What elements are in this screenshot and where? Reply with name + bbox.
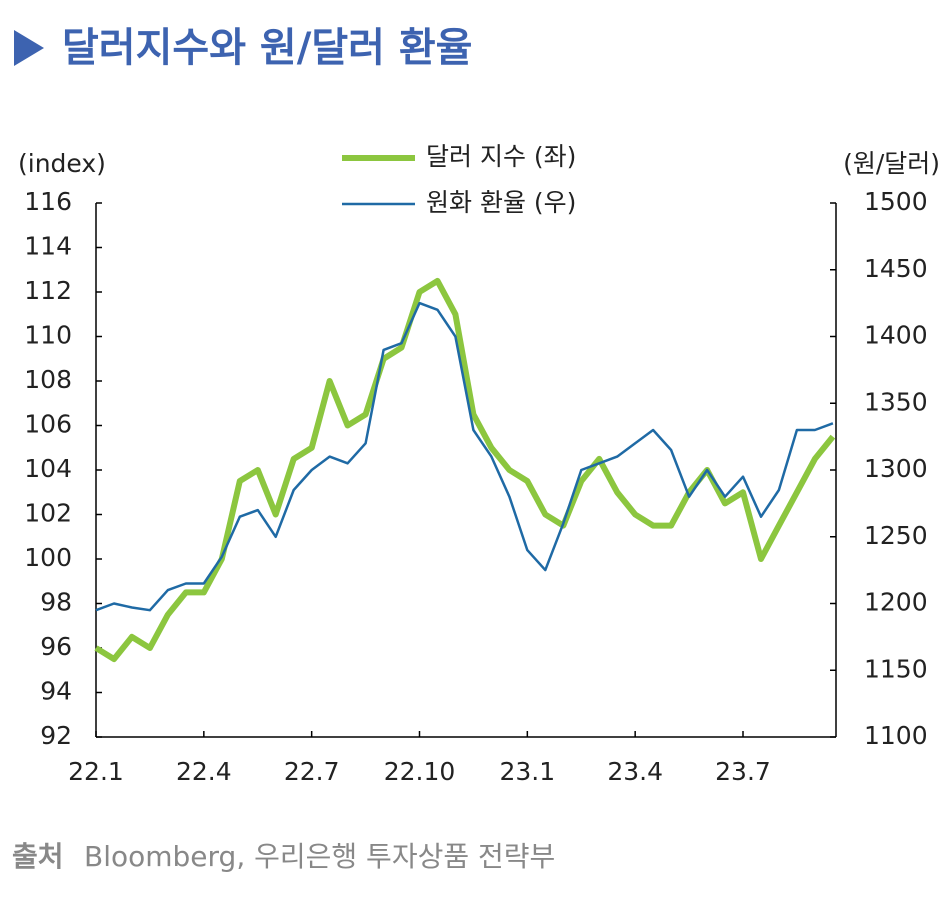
- source-label: 출처: [12, 840, 64, 873]
- title-marker: [14, 30, 44, 66]
- y-tick-label: 98: [40, 588, 72, 617]
- y2-tick-label: 1400: [864, 321, 928, 350]
- y-axis-label: (index): [18, 149, 106, 178]
- y-tick-label: 106: [24, 410, 72, 439]
- series-line: [95, 301, 834, 612]
- x-tick-label: 22.7: [284, 757, 340, 786]
- y-tick-label: 110: [24, 321, 72, 350]
- y-tick-label: 94: [40, 677, 72, 706]
- y2-tick-label: 1100: [864, 721, 928, 750]
- x-tick-label: 23.1: [499, 757, 555, 786]
- source: Bloomberg, 우리은행 투자상품 전략부: [84, 840, 555, 873]
- y2-tick-label: 1300: [864, 454, 928, 483]
- y2-tick-label: 1150: [864, 654, 928, 683]
- y-tick-label: 104: [24, 454, 72, 483]
- y-tick-label: 112: [24, 276, 72, 305]
- x-tick-label: 23.4: [607, 757, 663, 786]
- x-tick-label: 22.1: [68, 757, 124, 786]
- legend-label: 달러 지수 (좌): [426, 142, 576, 171]
- y-tick-label: 92: [40, 721, 72, 750]
- y2-tick-label: 1350: [864, 387, 928, 416]
- y-tick-label: 96: [40, 632, 72, 661]
- legend-label: 원화 환율 (우): [426, 188, 576, 217]
- x-tick-label: 23.7: [715, 757, 771, 786]
- y2-tick-label: 1200: [864, 588, 928, 617]
- y2-tick-label: 1250: [864, 521, 928, 550]
- y2-tick-label: 1450: [864, 254, 928, 283]
- y2-axis-label: (원/달러): [843, 149, 940, 178]
- x-tick-label: 22.10: [384, 757, 456, 786]
- y-tick-label: 116: [24, 187, 72, 216]
- y-tick-label: 108: [24, 365, 72, 394]
- series-line: [94, 277, 836, 663]
- x-tick-label: 22.4: [176, 757, 232, 786]
- y-tick-label: 100: [24, 543, 72, 572]
- y-tick-label: 114: [24, 232, 72, 261]
- chart-title: 달러지수와 원/달러 환율: [62, 25, 472, 71]
- y2-tick-label: 1500: [864, 187, 928, 216]
- y-tick-label: 102: [24, 499, 72, 528]
